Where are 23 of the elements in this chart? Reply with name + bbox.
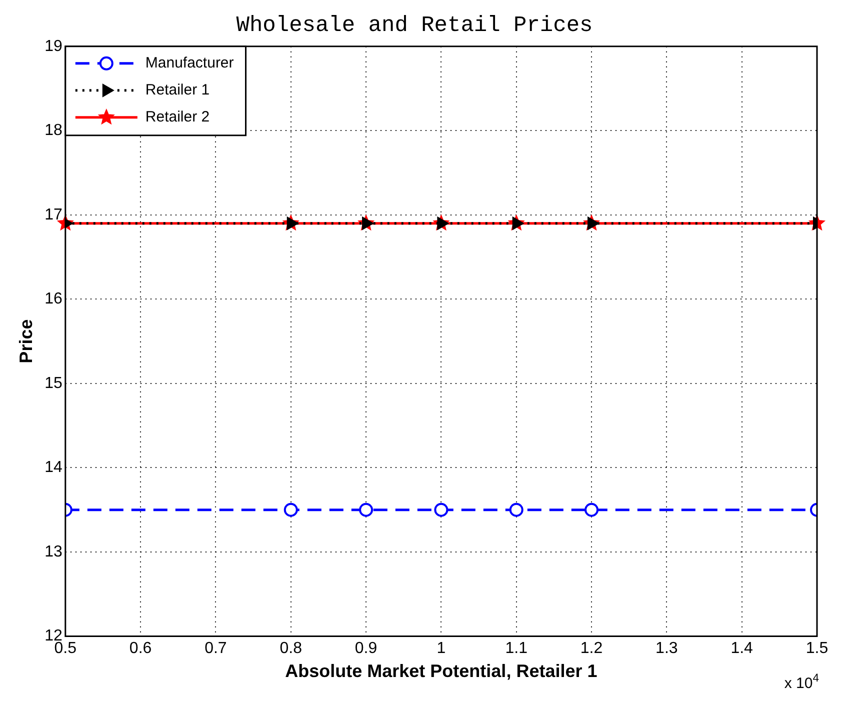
legend-label: Retailer 1 (145, 82, 210, 99)
x-tick-label: 1 (436, 640, 446, 658)
y-tick-label: 13 (44, 543, 62, 560)
y-axis-title: Price (16, 319, 36, 364)
x-tick-label: 1.2 (580, 640, 603, 658)
x-tick-label: 0.6 (129, 640, 152, 658)
x-tick-label: 1.1 (505, 640, 528, 658)
x-axis-title: Absolute Market Potential, Retailer 1 (285, 661, 598, 682)
x-tick-label: 0.9 (354, 640, 378, 658)
x-tick-label: 0.8 (280, 640, 302, 658)
y-tick-label: 19 (44, 38, 62, 55)
x-tick-label: 1.5 (806, 640, 828, 658)
legend-label: Retailer 2 (145, 108, 210, 126)
x-tick-label: 1.4 (730, 640, 754, 658)
y-tick-label: 15 (44, 374, 62, 392)
y-tick-label: 17 (44, 206, 62, 224)
legend-label: Manufacturer (145, 54, 234, 72)
y-tick-label: 18 (44, 122, 62, 140)
x-tick-label: 0.7 (204, 640, 227, 658)
y-tick-label: 16 (44, 290, 62, 308)
chart-title: Wholesale and Retail Prices (236, 13, 593, 38)
x-tick-label: 1.3 (656, 640, 678, 658)
y-tick-label: 14 (44, 459, 62, 476)
